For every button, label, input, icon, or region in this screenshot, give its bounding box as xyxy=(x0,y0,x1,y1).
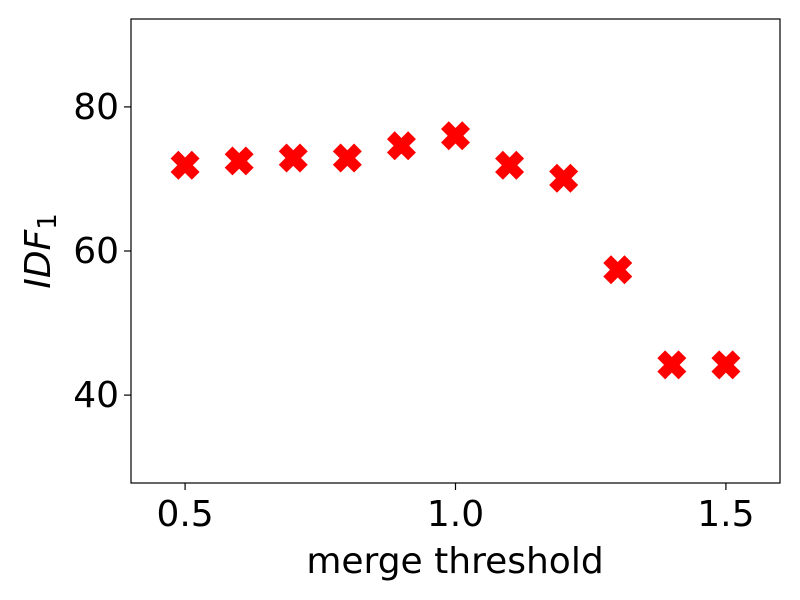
scatter-point xyxy=(332,143,362,173)
scatter-point xyxy=(441,121,470,151)
scatter-point xyxy=(495,150,525,180)
x-tick-label: 0.5 xyxy=(156,494,213,535)
x-axis-label: merge threshold xyxy=(306,541,603,582)
plot-frame xyxy=(130,18,781,484)
scatter-point xyxy=(657,350,687,380)
scatter-point xyxy=(386,131,416,161)
y-tick-label: 80 xyxy=(73,87,119,128)
scatter-point xyxy=(603,255,633,285)
scatter-point xyxy=(549,163,579,193)
y-axis-label-main: IDF xyxy=(18,228,59,288)
y-tick-label: 60 xyxy=(73,231,119,272)
scatter-point xyxy=(278,143,308,173)
x-tick-label: 1.0 xyxy=(427,494,484,535)
scatter-point xyxy=(711,350,741,380)
y-axis-label: IDF1 xyxy=(18,213,63,289)
y-tick-label: 40 xyxy=(73,375,119,416)
scatter-point xyxy=(170,150,200,180)
scatter-point xyxy=(224,146,254,176)
x-tick-label: 1.5 xyxy=(697,494,754,535)
y-axis-label-subscript: 1 xyxy=(33,213,63,230)
